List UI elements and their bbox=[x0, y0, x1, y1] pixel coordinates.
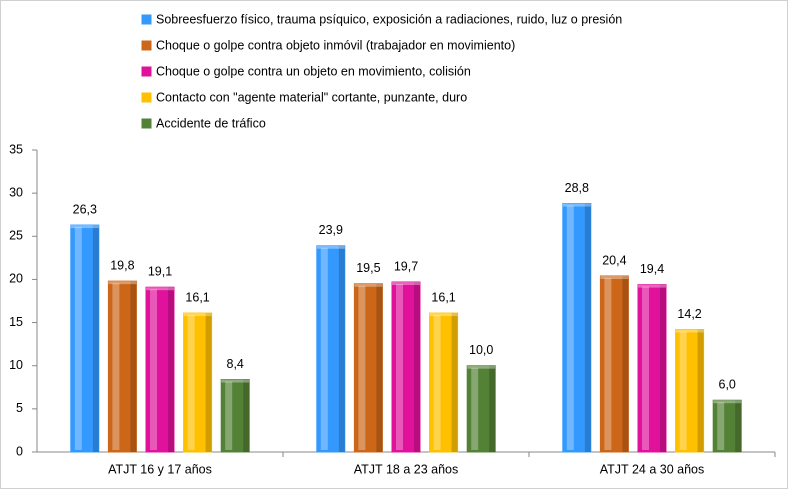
bar bbox=[429, 312, 459, 453]
bar-cap bbox=[146, 287, 174, 291]
bar-cap bbox=[675, 329, 704, 333]
data-label: 26,3 bbox=[73, 202, 97, 216]
bar bbox=[599, 275, 629, 453]
bar-shade bbox=[451, 313, 458, 452]
legend-swatch bbox=[141, 14, 152, 25]
bar-shade bbox=[376, 283, 383, 452]
bar-cap bbox=[600, 275, 629, 279]
data-label: 19,1 bbox=[148, 264, 172, 278]
data-label: 20,4 bbox=[602, 253, 626, 267]
bar-shade bbox=[243, 379, 250, 452]
bar-shade bbox=[622, 275, 629, 452]
bar-shade bbox=[130, 281, 137, 452]
bar-cap bbox=[562, 203, 591, 207]
x-tick-label: ATJT 24 a 30 años bbox=[600, 462, 704, 476]
bar-cap bbox=[221, 379, 250, 383]
bar-cap bbox=[354, 283, 383, 287]
legend-swatch bbox=[141, 118, 152, 129]
bar-shade bbox=[584, 203, 591, 452]
bar-shade bbox=[168, 287, 174, 452]
bar bbox=[316, 245, 346, 453]
legend-label: Accidente de tráfico bbox=[156, 116, 266, 130]
bar-highlight bbox=[433, 315, 441, 450]
y-tick-label: 0 bbox=[16, 444, 23, 458]
bar bbox=[675, 328, 705, 453]
bar-shade bbox=[92, 225, 99, 452]
bar-shade bbox=[697, 329, 704, 452]
bar-highlight bbox=[112, 283, 120, 450]
data-label: 10,0 bbox=[469, 343, 493, 357]
bar-highlight bbox=[150, 289, 157, 450]
x-tick-label: ATJT 18 a 23 años bbox=[354, 462, 458, 476]
y-tick-label: 30 bbox=[9, 185, 23, 199]
bar-cap bbox=[429, 313, 458, 317]
bar-shade bbox=[205, 313, 212, 452]
bar-shade bbox=[338, 245, 345, 452]
bar-highlight bbox=[74, 227, 82, 450]
bar-shade bbox=[660, 284, 666, 452]
legend-swatch bbox=[141, 92, 152, 103]
bar bbox=[183, 312, 213, 453]
bar bbox=[391, 281, 421, 453]
bar bbox=[353, 283, 383, 453]
data-label: 14,2 bbox=[677, 307, 701, 321]
bar-highlight bbox=[604, 277, 612, 450]
data-label: 19,4 bbox=[640, 262, 664, 276]
bar-cap bbox=[316, 245, 345, 249]
bar bbox=[70, 224, 100, 453]
data-label: 6,0 bbox=[719, 378, 736, 392]
bar-shade bbox=[414, 282, 420, 452]
data-label: 16,1 bbox=[185, 290, 209, 304]
bar-cap bbox=[183, 313, 212, 317]
data-label: 16,1 bbox=[431, 290, 455, 304]
bar-cap bbox=[70, 225, 99, 229]
data-label: 28,8 bbox=[565, 181, 589, 195]
data-label: 19,5 bbox=[356, 261, 380, 275]
data-label: 19,7 bbox=[394, 259, 418, 273]
y-tick-label: 5 bbox=[16, 401, 23, 415]
bar-cap bbox=[638, 284, 666, 288]
bar-shade bbox=[489, 365, 496, 452]
bar-cap bbox=[713, 400, 742, 404]
bar bbox=[145, 286, 175, 453]
bar bbox=[220, 379, 250, 453]
bar-highlight bbox=[566, 205, 574, 450]
legend-swatch bbox=[141, 40, 152, 51]
legend-label: Sobreesfuerzo físico, trauma psíquico, e… bbox=[156, 12, 622, 26]
bar bbox=[637, 284, 667, 453]
bar-highlight bbox=[471, 367, 479, 450]
bar-cap bbox=[392, 282, 420, 286]
bar bbox=[466, 365, 496, 453]
bar-highlight bbox=[225, 381, 233, 450]
bar-highlight bbox=[187, 315, 195, 450]
bar-shade bbox=[735, 400, 742, 452]
y-tick-label: 25 bbox=[9, 229, 23, 243]
bar-cap bbox=[108, 281, 137, 285]
legend-label: Contacto con "agente material" cortante,… bbox=[156, 90, 467, 104]
data-label: 8,4 bbox=[227, 357, 244, 371]
bar-highlight bbox=[642, 286, 649, 450]
bar-highlight bbox=[396, 284, 403, 450]
x-tick-label: ATJT 16 y 17 años bbox=[108, 462, 212, 476]
legend-swatch bbox=[141, 66, 152, 77]
y-tick-label: 15 bbox=[9, 315, 23, 329]
bar-highlight bbox=[717, 402, 725, 450]
legend-label: Choque o golpe contra un objeto en movim… bbox=[156, 64, 471, 78]
legend-label: Choque o golpe contra objeto inmóvil (tr… bbox=[156, 38, 515, 52]
bar bbox=[712, 399, 742, 453]
y-tick-label: 35 bbox=[9, 142, 23, 156]
bar-highlight bbox=[320, 247, 328, 450]
bar-highlight bbox=[679, 331, 687, 450]
bar-highlight bbox=[358, 285, 366, 450]
bar bbox=[562, 202, 592, 453]
data-label: 19,8 bbox=[110, 258, 134, 272]
bar bbox=[107, 280, 137, 453]
data-label: 23,9 bbox=[319, 223, 343, 237]
y-tick-label: 10 bbox=[9, 358, 23, 372]
bar-cap bbox=[467, 365, 496, 369]
y-tick-label: 20 bbox=[9, 272, 23, 286]
